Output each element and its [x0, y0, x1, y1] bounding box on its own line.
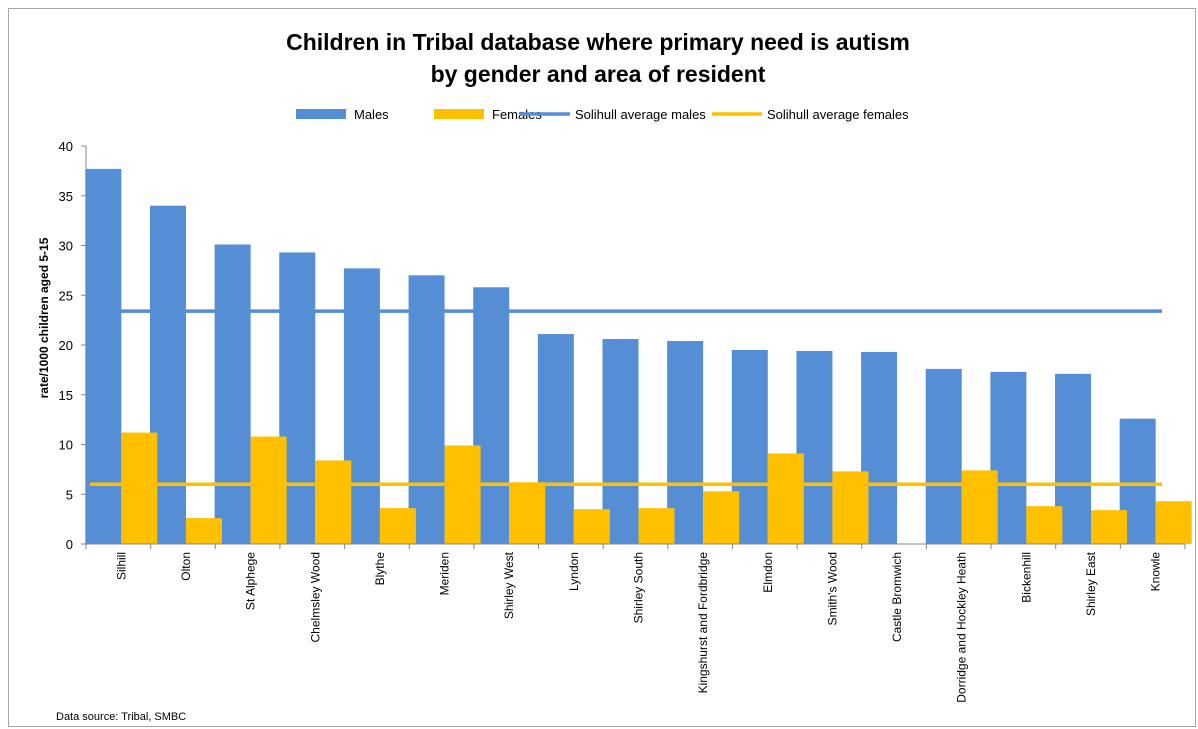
- category-label: Shirley West: [502, 551, 516, 619]
- y-tick-label: 0: [66, 537, 73, 552]
- category-label: Smith's Wood: [825, 552, 839, 625]
- chart-title-line-2: by gender and area of resident: [431, 61, 766, 87]
- y-axis-title: rate/1000 children aged 5-15: [37, 237, 51, 398]
- females-bar: [185, 518, 222, 544]
- females-bar: [573, 509, 610, 544]
- category-label: Bickenhill: [1019, 552, 1033, 603]
- females-bar: [703, 491, 740, 544]
- legend-swatch: [434, 109, 484, 119]
- series-males: [85, 168, 1156, 544]
- legend-label: Solihull average males: [575, 107, 706, 122]
- females-bar: [1026, 506, 1063, 544]
- y-tick-label: 40: [59, 139, 73, 154]
- category-label: Dorridge and Hockley Heath: [955, 552, 969, 703]
- y-tick-label: 10: [59, 438, 73, 453]
- category-label: Castle Bromwich: [890, 552, 904, 642]
- females-bar: [379, 508, 416, 544]
- plot-area: 0 5 10 15 20 25 30 35 40 Silhill Olton St Alphege Ch…: [59, 139, 1192, 703]
- males-bar: [925, 368, 962, 544]
- y-tick-label: 20: [59, 338, 73, 353]
- females-bar: [767, 453, 804, 544]
- series-females: [121, 432, 1192, 544]
- y-tick-label: 5: [66, 487, 73, 502]
- category-label: St Alphege: [244, 552, 258, 610]
- females-bar: [250, 436, 287, 544]
- legend-label: Solihull average females: [767, 107, 909, 122]
- legend-label: Females: [492, 107, 542, 122]
- y-tick-label: 35: [59, 189, 73, 204]
- females-bar: [315, 460, 352, 544]
- category-label: Blythe: [373, 552, 387, 586]
- legend-swatch: [296, 109, 346, 119]
- females-bar: [1091, 510, 1128, 544]
- y-tick-label: 25: [59, 288, 73, 303]
- category-label: Knowle: [1149, 552, 1163, 592]
- females-bar: [961, 470, 998, 544]
- y-tick-label: 30: [59, 239, 73, 254]
- category-label: Meriden: [438, 552, 452, 595]
- legend-item: Females: [434, 107, 542, 122]
- females-bar: [121, 432, 158, 544]
- category-label: Silhill: [114, 552, 128, 580]
- y-tick-label: 15: [59, 388, 73, 403]
- category-label: Shirley South: [632, 552, 646, 623]
- category-label: Lyndon: [567, 552, 581, 591]
- legend-item: Males: [296, 107, 389, 122]
- males-bar: [214, 244, 251, 544]
- females-bar: [1155, 501, 1192, 544]
- source-note: Data source: Tribal, SMBC: [56, 711, 186, 723]
- males-bar: [85, 168, 122, 544]
- males-bar: [408, 275, 445, 544]
- females-bar: [509, 482, 546, 544]
- category-label: Elmdon: [761, 552, 775, 593]
- legend-item: Solihull average males: [520, 107, 706, 122]
- category-label: Kingshurst and Fordbridge: [696, 552, 710, 694]
- legend: Males Females Solihull average males Solihu…: [296, 107, 909, 122]
- legend-label: Males: [354, 107, 389, 122]
- category-label: Olton: [179, 552, 193, 581]
- females-bar: [444, 445, 481, 544]
- category-label: Shirley East: [1084, 551, 1098, 616]
- chart-title-line-1: Children in Tribal database where primar…: [286, 29, 910, 55]
- category-label: Chelmsley Wood: [308, 552, 322, 642]
- females-bar: [638, 508, 675, 544]
- chart-title: Children in Tribal database where primar…: [286, 29, 910, 87]
- females-bar: [832, 471, 869, 544]
- chart-frame: [8, 8, 1196, 727]
- legend-item: Solihull average females: [712, 107, 909, 122]
